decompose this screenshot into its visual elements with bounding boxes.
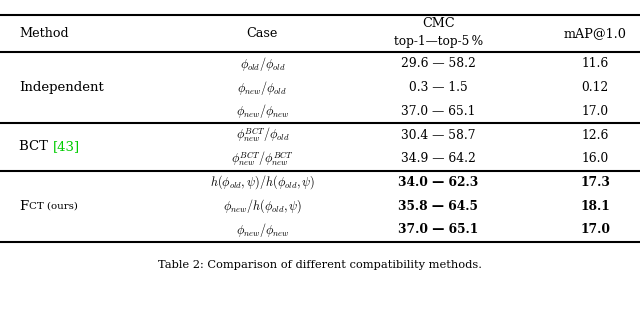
Text: 30.4 — 58.7: 30.4 — 58.7 (401, 128, 476, 142)
Text: 37.0 — 65.1: 37.0 — 65.1 (398, 224, 479, 237)
Text: 18.1: 18.1 (580, 200, 610, 213)
Text: 0.3 — 1.5: 0.3 — 1.5 (409, 81, 468, 94)
Text: $\phi_{new}/h(\phi_{old}, \psi)$: $\phi_{new}/h(\phi_{old}, \psi)$ (223, 197, 302, 215)
Text: $\phi_{new}/\phi_{new}$: $\phi_{new}/\phi_{new}$ (236, 221, 289, 239)
Text: Independent: Independent (19, 81, 104, 94)
Text: $\phi_{new}^{BCT}/\phi_{new}^{BCT}$: $\phi_{new}^{BCT}/\phi_{new}^{BCT}$ (231, 150, 294, 168)
Text: [43]: [43] (52, 140, 79, 153)
Text: F: F (19, 200, 28, 213)
Text: $\phi_{new}^{BCT}/\phi_{old}$: $\phi_{new}^{BCT}/\phi_{old}$ (236, 126, 289, 144)
Text: 29.6 — 58.2: 29.6 — 58.2 (401, 57, 476, 71)
Text: top-1—top-5 %: top-1—top-5 % (394, 35, 483, 48)
Text: CMC: CMC (422, 17, 454, 30)
Text: $h(\phi_{old}, \psi)/h(\phi_{old}, \psi)$: $h(\phi_{old}, \psi)/h(\phi_{old}, \psi)… (210, 174, 315, 191)
Text: 17.0: 17.0 (582, 105, 609, 118)
Text: 17.3: 17.3 (580, 176, 610, 189)
Text: 11.6: 11.6 (582, 57, 609, 71)
Text: CT (ours): CT (ours) (29, 202, 78, 211)
Text: 16.0: 16.0 (582, 152, 609, 165)
Text: Case: Case (246, 27, 278, 40)
Text: 0.12: 0.12 (582, 81, 609, 94)
Text: BCT: BCT (19, 140, 51, 153)
Text: 12.6: 12.6 (582, 128, 609, 142)
Text: Method: Method (19, 27, 69, 40)
Text: Table 2: Comparison of different compatibility methods.: Table 2: Comparison of different compati… (158, 260, 482, 270)
Text: 17.0: 17.0 (580, 224, 610, 237)
Text: 35.8 — 64.5: 35.8 — 64.5 (399, 200, 478, 213)
Text: mAP@1.0: mAP@1.0 (564, 27, 627, 40)
Text: $\phi_{new}/\phi_{new}$: $\phi_{new}/\phi_{new}$ (236, 102, 289, 120)
Text: $\phi_{new}/\phi_{old}$: $\phi_{new}/\phi_{old}$ (237, 79, 287, 97)
Text: 34.0 — 62.3: 34.0 — 62.3 (398, 176, 479, 189)
Text: 34.9 — 64.2: 34.9 — 64.2 (401, 152, 476, 165)
Text: 37.0 — 65.1: 37.0 — 65.1 (401, 105, 476, 118)
Text: $\phi_{old}/\phi_{old}$: $\phi_{old}/\phi_{old}$ (239, 55, 285, 73)
